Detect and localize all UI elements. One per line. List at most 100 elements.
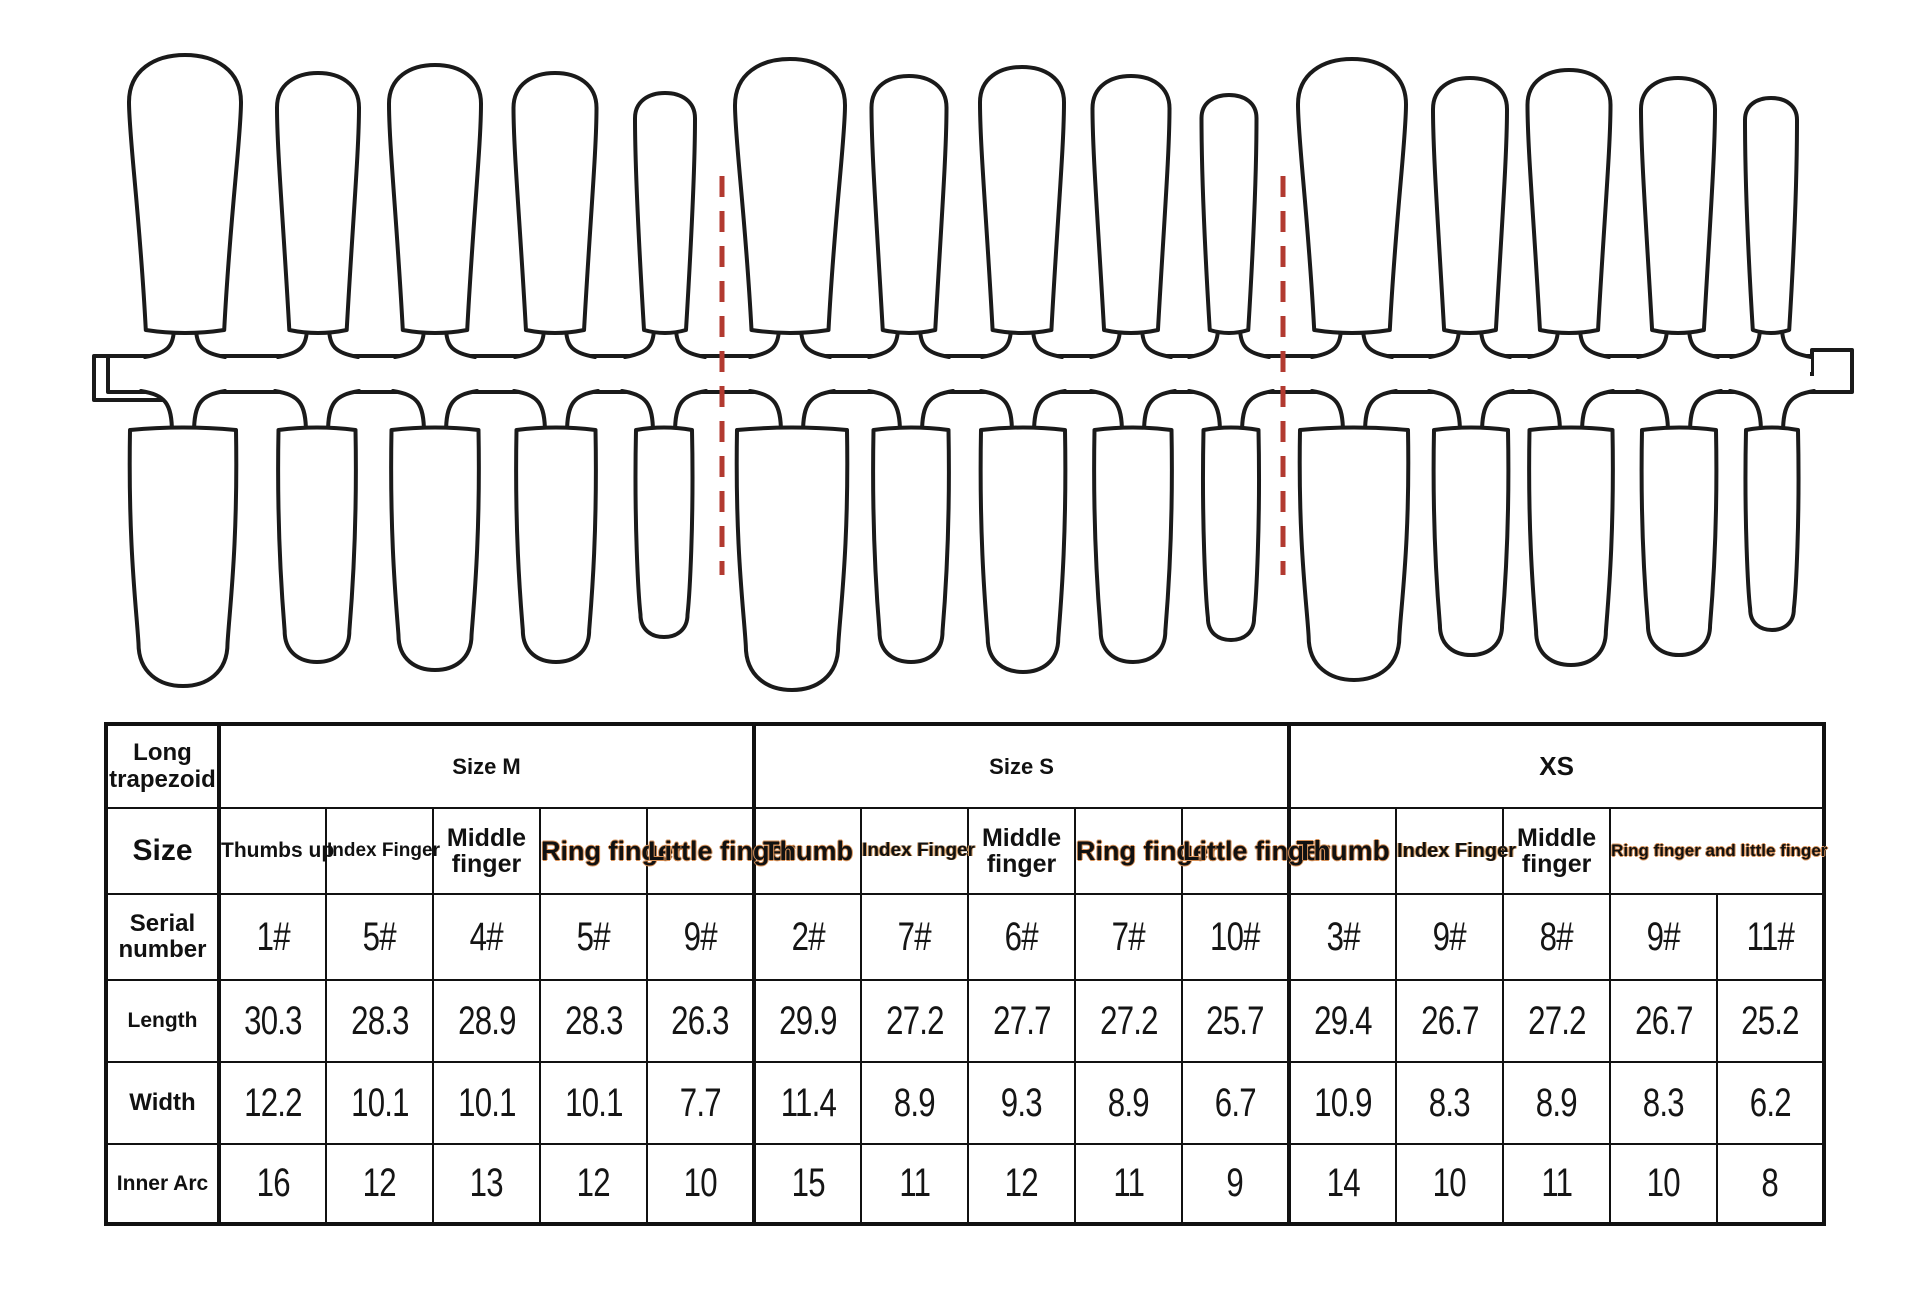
nail-outline-bottom — [127, 425, 239, 688]
row-label-length: Length — [105, 979, 221, 1063]
serial-value: 8# — [1540, 914, 1574, 959]
width-value: 9.3 — [1001, 1080, 1043, 1125]
stem-edge — [1363, 389, 1398, 435]
stem-edge — [326, 389, 361, 435]
width-value: 8.9 — [1108, 1080, 1150, 1125]
length-cell: 28.3 — [325, 979, 434, 1063]
table-row-group-header: Long trapezoid Size M Size S XS — [105, 723, 1826, 809]
width-cell: 10.1 — [539, 1061, 648, 1145]
stem-fill — [869, 376, 953, 436]
serial-cell: 1# — [218, 893, 327, 981]
stem-fill — [750, 324, 830, 372]
stem-fill — [982, 324, 1062, 372]
nail-outline-top — [1639, 76, 1717, 335]
width-value: 8.3 — [1643, 1080, 1685, 1125]
width-value: 8.9 — [894, 1080, 936, 1125]
stem-fill — [1189, 324, 1269, 372]
serial-value: 1# — [256, 914, 290, 959]
serial-cell: 9# — [1609, 893, 1719, 981]
length-value: 27.2 — [1527, 998, 1586, 1043]
inner-arc-value: 10 — [683, 1161, 717, 1205]
inner-arc-value: 11 — [899, 1161, 931, 1205]
inner-arc-cell: 10 — [645, 1143, 756, 1225]
nail-tray-shapes — [92, 53, 1854, 692]
length-cell: 29.4 — [1287, 979, 1398, 1063]
width-cell: 6.2 — [1716, 1061, 1826, 1145]
inner-arc-value: 9 — [1226, 1161, 1244, 1205]
serial-value: 2# — [791, 914, 825, 959]
inner-arc-value: 8 — [1761, 1161, 1779, 1205]
finger-header: Ring finger and little finger — [1609, 807, 1827, 895]
width-value: 10.1 — [564, 1080, 623, 1125]
length-value: 25.2 — [1741, 998, 1799, 1043]
stem-fill — [395, 324, 475, 372]
finger-header: Little finger — [645, 807, 795, 895]
stem-fill — [515, 324, 595, 372]
width-cell: 11.4 — [752, 1061, 863, 1145]
finger-header: Ring finger — [539, 807, 684, 895]
tray-bar-right-cap — [1810, 348, 1854, 394]
length-cell: 28.9 — [432, 979, 541, 1063]
length-value: 30.3 — [244, 998, 302, 1043]
stem-edge — [867, 389, 902, 435]
stem-edge — [1635, 389, 1670, 435]
nail-outline-top — [1090, 74, 1172, 335]
finger-header: Thumbs up — [218, 807, 334, 895]
inner-arc-cell: 12 — [539, 1143, 648, 1225]
table-row-serial: Serial number 1# 5# 4# 5# 9# 2# 7# 6# 7#… — [105, 893, 1826, 981]
length-cell: 27.2 — [860, 979, 970, 1063]
stem-edge — [273, 389, 308, 435]
stem-fill — [278, 324, 358, 372]
stem-fill — [750, 376, 834, 436]
length-cell: 26.7 — [1609, 979, 1719, 1063]
inner-arc-value: 12 — [362, 1161, 397, 1205]
corner-cell: Long trapezoid — [105, 723, 221, 809]
finger-header: Little finger — [1181, 807, 1330, 895]
nail-outline-bottom — [1639, 425, 1719, 657]
serial-value: 9# — [1647, 914, 1681, 959]
stem-fill — [1730, 376, 1814, 436]
length-value: 28.9 — [457, 998, 516, 1043]
nail-outline-top — [387, 63, 483, 335]
serial-value: 5# — [576, 914, 611, 959]
nail-outline-bottom — [978, 425, 1068, 674]
stem-edge — [1310, 389, 1345, 435]
length-value: 26.7 — [1634, 998, 1693, 1043]
width-value: 7.7 — [679, 1080, 722, 1125]
length-value: 27.7 — [992, 998, 1051, 1043]
row-label-serial: Serial number — [105, 893, 221, 981]
serial-value: 5# — [362, 914, 397, 959]
nail-tray-illustration — [92, 53, 1854, 692]
width-value: 6.7 — [1214, 1080, 1257, 1125]
stem-fill — [1312, 376, 1396, 436]
serial-cell: 10# — [1181, 893, 1291, 981]
inner-arc-value: 12 — [1004, 1161, 1039, 1205]
width-value: 11.4 — [780, 1080, 836, 1125]
stem-edge — [1688, 389, 1723, 435]
stem-fill — [393, 376, 477, 436]
stem-edge — [565, 389, 600, 435]
serial-cell: 3# — [1287, 893, 1398, 981]
size-dividers — [719, 176, 1286, 575]
inner-arc-value: 11 — [1541, 1161, 1573, 1205]
table-row-inner-arc: Inner Arc 16 12 13 12 10 15 11 12 11 9 1… — [105, 1143, 1826, 1225]
width-cell: 10.1 — [432, 1061, 541, 1145]
stem-fill — [1638, 324, 1718, 372]
inner-arc-cell: 13 — [432, 1143, 541, 1225]
length-value: 29.4 — [1314, 998, 1372, 1043]
stem-edge — [1728, 389, 1763, 435]
stem-edge — [920, 389, 955, 435]
tray-bar — [106, 354, 1814, 394]
width-value: 8.9 — [1536, 1080, 1578, 1125]
stem-edge — [1580, 389, 1615, 435]
length-cell: 30.3 — [218, 979, 327, 1063]
row-label-width: Width — [105, 1061, 221, 1145]
length-cell: 29.9 — [752, 979, 863, 1063]
stem-edge — [801, 389, 836, 435]
nail-outline-top — [733, 57, 847, 335]
stem-fill — [869, 324, 949, 372]
length-value: 27.2 — [1099, 998, 1158, 1043]
serial-cell: 9# — [1395, 893, 1505, 981]
nail-outline-bottom — [389, 425, 481, 672]
nail-outline-bottom — [1431, 425, 1511, 657]
